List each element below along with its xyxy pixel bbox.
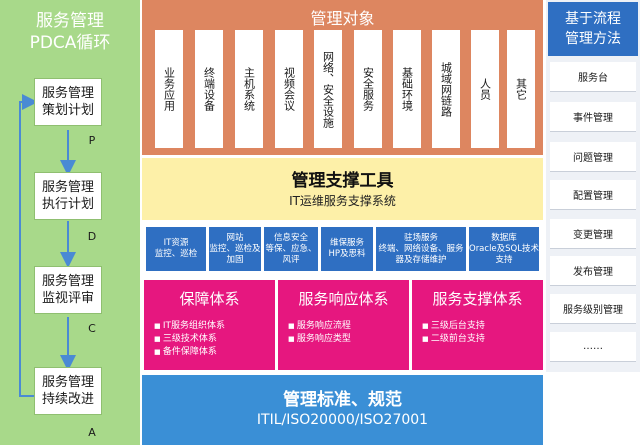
- pdca-step-do: 服务管理 执行计划: [34, 172, 102, 220]
- pdca-letter-c: C: [88, 322, 96, 335]
- system-assurance-title: 保障体系: [179, 290, 240, 308]
- function-onsite: 驻场服务 终端、网络设备、服务器及存储维护: [376, 227, 466, 271]
- system-assurance-bullets: IT服务组织体系 三级技术体系 备件保障体系: [154, 320, 225, 359]
- pdca-step-act-line2: 持续改进: [41, 392, 94, 407]
- system-support: 服务支撑体系 三级后台支持 二级前台支持: [412, 280, 543, 370]
- object-item: 业务应用: [155, 30, 183, 148]
- standards-panel: [142, 375, 543, 445]
- process-header-line1: 基于流程: [565, 11, 621, 27]
- standards-title: 管理标准、规范: [283, 390, 402, 410]
- object-item: 安全服务: [354, 30, 382, 148]
- management-objects-title: 管理对象: [310, 9, 375, 28]
- object-item: 终端设备: [195, 30, 223, 148]
- object-item: 城域网链路: [432, 30, 460, 148]
- process-bottom-blank: [546, 375, 640, 445]
- pdca-step-act-line1: 服务管理: [41, 375, 94, 390]
- arrow-a-to-p: [19, 94, 38, 397]
- pdca-letter-d: D: [87, 230, 97, 243]
- pdca-step-plan: 服务管理 策划计划: [34, 78, 102, 126]
- standards-subtitle: ITIL/ISO20000/ISO27001: [256, 412, 429, 428]
- pdca-letter-p: P: [88, 134, 96, 147]
- support-tools-title: 管理支撑工具: [291, 171, 394, 191]
- process-item: 配置管理: [550, 180, 636, 210]
- pdca-title: 服务管理 PDCA循环: [0, 10, 140, 54]
- process-item: 发布管理: [550, 256, 636, 286]
- system-support-title: 服务支撑体系: [432, 290, 523, 308]
- pdca-step-plan-line2: 策划计划: [41, 103, 94, 118]
- process-item: ……: [550, 332, 636, 362]
- function-website: 网站 监控、巡检及加固: [209, 227, 261, 271]
- object-item: 人员: [471, 30, 499, 148]
- process-header: 基于流程 管理方法: [548, 2, 638, 56]
- pdca-letter-a: A: [88, 426, 96, 439]
- process-item: 服务台: [550, 62, 636, 92]
- support-tools-subtitle: IT运维服务支撑系统: [289, 194, 396, 208]
- pdca-title-line1: 服务管理: [36, 11, 104, 31]
- support-tools-panel: [142, 158, 543, 220]
- function-database: 数据库 Oracle及SQL技术支持: [469, 227, 539, 271]
- object-item: 视频会议: [275, 30, 303, 148]
- object-item: 其它: [507, 30, 535, 148]
- pdca-arrows: [19, 94, 76, 397]
- pdca-step-do-line2: 执行计划: [41, 197, 94, 212]
- process-item: 事件管理: [550, 102, 636, 132]
- function-maintenance: 维保服务 HP及思科: [321, 227, 373, 271]
- system-support-bullets: 三级后台支持 二级前台支持: [422, 320, 485, 346]
- function-it-resource: IT资源 监控、巡检: [146, 227, 206, 271]
- object-item: 基础环境: [393, 30, 421, 148]
- pdca-step-check-line2: 监视评审: [41, 291, 94, 306]
- process-item: 问题管理: [550, 142, 636, 172]
- system-response-bullets: 服务响应流程 服务响应类型: [288, 320, 351, 346]
- process-header-line2: 管理方法: [565, 31, 621, 47]
- pdca-step-act: 服务管理 持续改进: [34, 367, 102, 415]
- object-item: 网络、安全设施: [314, 30, 342, 148]
- pdca-step-check: 服务管理 监视评审: [34, 266, 102, 314]
- system-assurance: 保障体系 IT服务组织体系 三级技术体系 备件保障体系: [144, 280, 275, 370]
- pdca-step-do-line1: 服务管理: [41, 180, 94, 195]
- function-info-security: 信息安全 等保、应急、风评: [264, 227, 318, 271]
- system-response: 服务响应体系 服务响应流程 服务响应类型: [278, 280, 409, 370]
- pdca-title-line2: PDCA循环: [29, 33, 111, 53]
- system-response-title: 服务响应体系: [298, 290, 389, 308]
- object-item: 主机系统: [235, 30, 263, 148]
- process-item: 服务级别管理: [550, 294, 636, 324]
- process-item: 变更管理: [550, 219, 636, 249]
- pdca-step-plan-line1: 服务管理: [41, 86, 94, 101]
- pdca-step-check-line1: 服务管理: [41, 274, 94, 289]
